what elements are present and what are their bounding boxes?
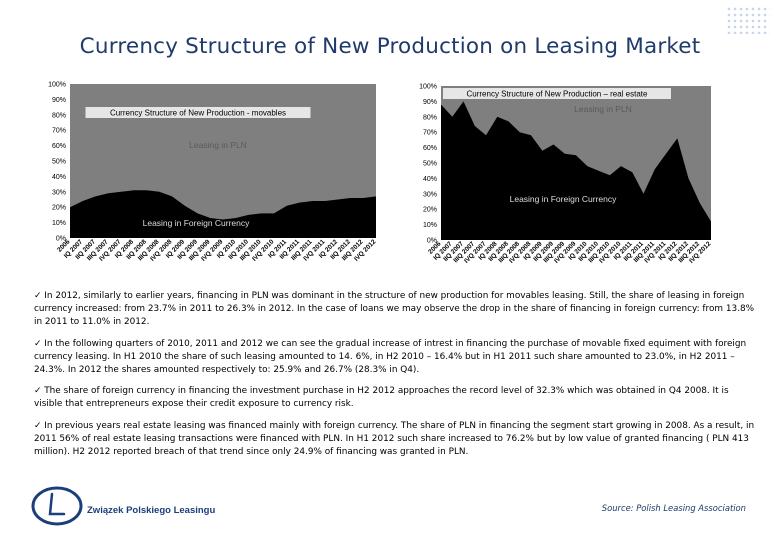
y-tick-label: 0% <box>427 238 437 245</box>
y-tick-label: 100% <box>48 82 66 89</box>
bullet-text: In the following quarters of 2010, 2011 … <box>34 338 747 376</box>
check-icon: ✓ <box>34 420 42 431</box>
bullet-list: ✓ In 2012, similarly to earlier years, f… <box>34 290 756 467</box>
y-tick-label: 50% <box>52 159 66 166</box>
slide-title: Currency Structure of New Production on … <box>79 34 701 59</box>
real-estate-chart-svg: 100%90%80%70%60%50%40%30%20%10%0%2006IQ … <box>419 84 713 265</box>
plot-title: Currency Structure of New Production - m… <box>110 109 286 118</box>
source-note: Source: Polish Leasing Association <box>601 503 746 513</box>
y-tick-label: 40% <box>52 174 66 181</box>
y-tick-label: 30% <box>423 191 437 198</box>
series-label: Leasing in Foreign Currency <box>143 218 251 228</box>
y-tick-label: 10% <box>423 222 437 229</box>
real-estate-chart: 100% 90% 80% 70% 60% 50% 40% 30% 20% 10% 0% 2006 IQ … <box>405 82 735 287</box>
series-label: Leasing in PLN <box>189 140 247 150</box>
bullet-item: ✓ In the following quarters of 2010, 201… <box>34 338 756 378</box>
y-tick-label: 20% <box>423 207 437 214</box>
bullet-text: In 2012, similarly to earlier years, fin… <box>34 291 755 328</box>
decorative-dot-pattern <box>726 6 770 34</box>
check-icon: ✓ <box>34 291 42 301</box>
y-tick-label: 60% <box>52 143 66 150</box>
movables-chart: 100% 90% 80% 70% 60% 50% 40% 30% 20% 10% 0% 2006 IQ … <box>30 80 380 285</box>
y-tick-label: 60% <box>423 145 437 152</box>
movables-chart-svg: 100%90%80%70%60%50%40%30%20%10%0%2006IQ … <box>48 82 378 263</box>
association-logo: Związek Polskiego Leasingu <box>30 484 230 528</box>
foreign-currency-area <box>70 190 376 238</box>
y-tick-label: 90% <box>52 97 66 104</box>
series-label: Leasing in Foreign Currency <box>510 194 618 204</box>
y-tick-label: 80% <box>52 112 66 119</box>
y-tick-label: 40% <box>423 176 437 183</box>
bullet-item: ✓ The share of foreign currency in finan… <box>34 385 756 411</box>
y-tick-label: 70% <box>52 128 66 135</box>
y-tick-label: 80% <box>423 114 437 121</box>
y-tick-label: 20% <box>52 205 66 212</box>
check-icon: ✓ <box>34 386 42 397</box>
y-tick-label: 30% <box>52 189 66 196</box>
plot-title-box <box>443 88 671 99</box>
series-label: Leasing in PLN <box>574 104 632 114</box>
y-tick-label: 50% <box>423 161 437 168</box>
y-tick-label: 100% <box>419 84 437 91</box>
y-tick-label: 70% <box>423 130 437 137</box>
plot-title: Currency Structure of New Production – r… <box>467 90 649 99</box>
foreign-currency-area <box>441 101 711 241</box>
check-icon: ✓ <box>34 338 42 349</box>
bullet-text: The share of foreign currency in financi… <box>34 386 729 410</box>
bullet-text: In previous years real estate leasing wa… <box>34 420 755 458</box>
logo-text: Związek Polskiego Leasingu <box>87 505 216 516</box>
y-tick-label: 90% <box>423 99 437 106</box>
bullet-item: ✓ In 2012, similarly to earlier years, f… <box>34 290 756 330</box>
y-tick-label: 10% <box>52 220 66 227</box>
bullet-item: ✓ In previous years real estate leasing … <box>34 420 756 460</box>
plot-title-box <box>85 107 311 118</box>
zpl-logo-icon <box>31 486 83 526</box>
y-tick-label: 0% <box>56 236 66 243</box>
